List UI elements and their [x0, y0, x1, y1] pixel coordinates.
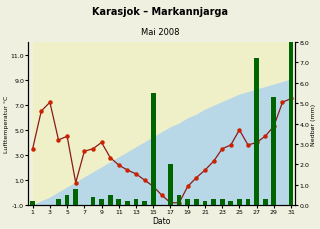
Bar [56, 199, 61, 205]
Bar [203, 201, 207, 205]
Y-axis label: Nedbør (mm): Nedbør (mm) [311, 103, 316, 145]
Bar [73, 189, 78, 205]
Y-axis label: Lufttemperatur °C: Lufttemperatur °C [4, 95, 9, 153]
Text: Karasjok – Markannjarga: Karasjok – Markannjarga [92, 7, 228, 17]
Bar [177, 195, 181, 205]
Bar [246, 199, 250, 205]
Bar [289, 43, 293, 205]
X-axis label: Dato: Dato [153, 216, 171, 225]
Text: Mai 2008: Mai 2008 [141, 27, 179, 36]
Bar [108, 195, 113, 205]
Bar [271, 98, 276, 205]
Bar [185, 199, 190, 205]
Bar [125, 201, 130, 205]
Bar [134, 199, 138, 205]
Bar [254, 59, 259, 205]
Bar [91, 197, 95, 205]
Bar [142, 201, 147, 205]
Bar [99, 199, 104, 205]
Bar [220, 199, 225, 205]
Bar [211, 199, 216, 205]
Bar [194, 199, 199, 205]
Bar [116, 199, 121, 205]
Bar [30, 201, 35, 205]
Bar [237, 199, 242, 205]
Bar [65, 195, 69, 205]
Bar [168, 165, 173, 205]
Bar [228, 201, 233, 205]
Bar [263, 199, 268, 205]
Bar [151, 94, 156, 205]
